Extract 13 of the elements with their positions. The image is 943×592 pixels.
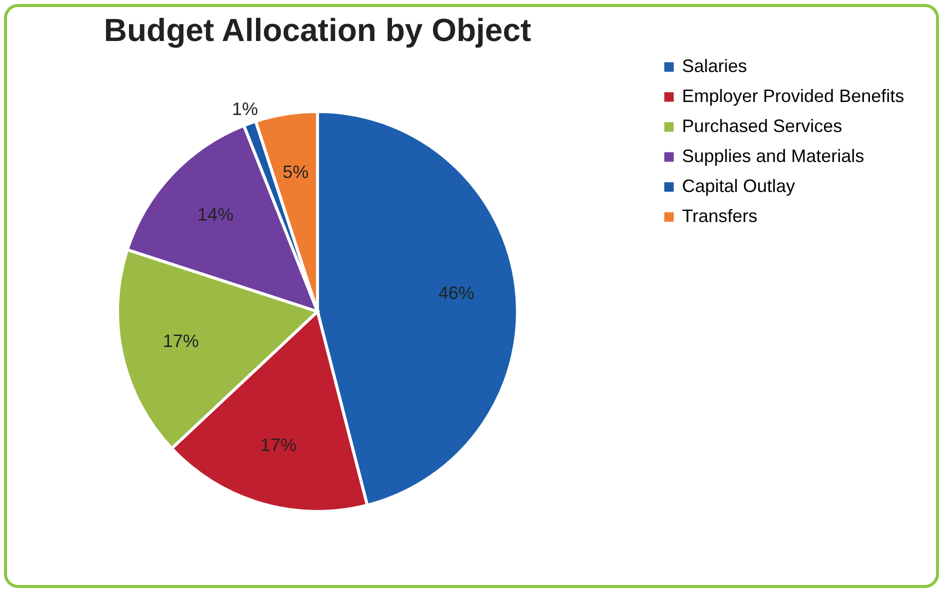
- legend-label: Employer Provided Benefits: [682, 86, 904, 106]
- legend-label: Supplies and Materials: [682, 146, 864, 166]
- data-label: 1%: [232, 99, 258, 120]
- data-label: 5%: [282, 162, 309, 182]
- data-label: 46%: [438, 282, 474, 303]
- legend-label: Salaries: [682, 56, 748, 76]
- legend-label: Purchased Services: [682, 116, 842, 136]
- legend-label: Transfers: [682, 206, 758, 226]
- data-label: 17%: [260, 434, 296, 455]
- legend-label: Capital Outlay: [682, 176, 796, 196]
- chart-title: Budget Allocation by Object: [104, 12, 532, 48]
- data-label: 17%: [162, 331, 199, 352]
- data-label: 14%: [197, 204, 234, 225]
